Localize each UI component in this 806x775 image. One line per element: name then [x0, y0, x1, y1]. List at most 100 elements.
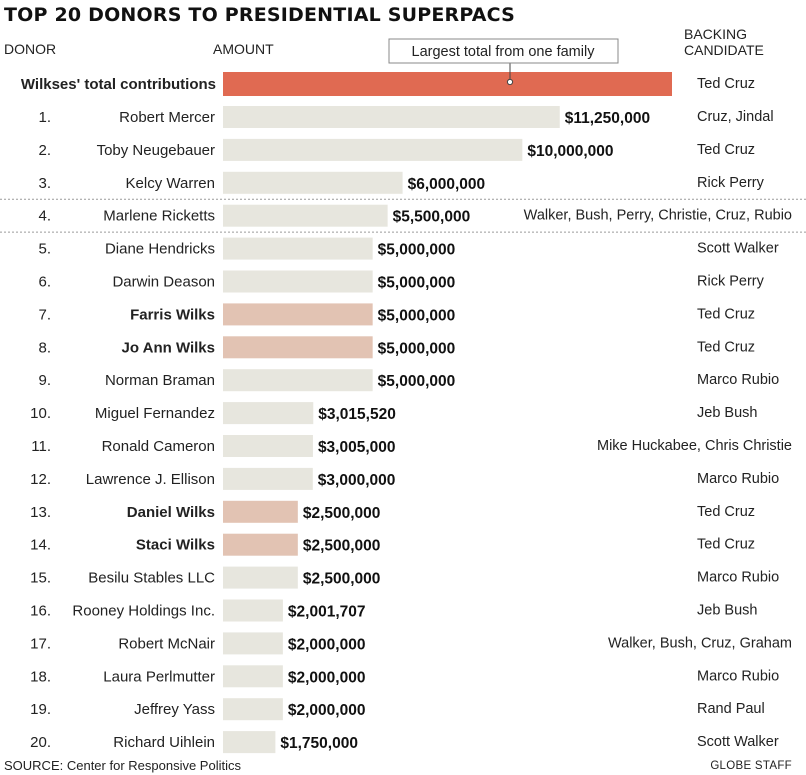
candidate-label: Jeb Bush: [697, 603, 757, 619]
amount-label: $5,000,000: [378, 373, 456, 390]
candidate-label: Rick Perry: [697, 274, 765, 290]
candidate-label: Cruz, Jindal: [697, 109, 774, 125]
annotation-box: [388, 38, 619, 64]
source-note: SOURCE: Center for Responsive Politics: [4, 758, 241, 773]
amount-label: $5,000,000: [378, 340, 456, 357]
bar: [223, 138, 523, 161]
family-total-label: Wilkses' total contributions: [21, 76, 216, 93]
candidate-label: Ted Cruz: [697, 504, 755, 520]
amount-label: $5,000,000: [378, 307, 456, 324]
bar: [223, 698, 283, 721]
amount-label: $2,500,000: [303, 538, 381, 555]
candidate-label: Marco Rubio: [697, 668, 779, 684]
donor-label: Robert McNair: [118, 635, 215, 652]
bar: [223, 632, 283, 655]
rank-label: 12.: [30, 471, 51, 488]
amount-label: $5,500,000: [393, 209, 471, 226]
rank-label: 19.: [30, 701, 51, 718]
donor-label: Laura Perlmutter: [103, 668, 215, 685]
bar: [223, 402, 314, 425]
candidate-label: Marco Rubio: [697, 471, 779, 487]
rank-label: 3.: [38, 175, 51, 192]
donor-label: Robert Mercer: [119, 109, 215, 126]
bar: [223, 599, 283, 622]
candidate-label: Ted Cruz: [697, 339, 755, 355]
amount-label: $10,000,000: [527, 143, 613, 160]
candidate-label: Mike Huckabee, Chris Christie: [597, 438, 792, 454]
donor-label: Lawrence J. Ellison: [86, 471, 215, 488]
amount-label: $11,250,000: [565, 110, 650, 127]
amount-label: $1,750,000: [280, 735, 358, 752]
candidate-column-header-line1: BACKING: [684, 26, 748, 42]
candidate-label: Walker, Bush, Cruz, Graham: [608, 635, 792, 651]
staff-credit: GLOBE STAFF: [710, 760, 792, 772]
bar: [223, 303, 373, 326]
bar: [223, 467, 313, 490]
candidate-label: Ted Cruz: [697, 306, 755, 322]
rank-label: 4.: [38, 208, 51, 225]
amount-label: $5,000,000: [378, 275, 456, 292]
rank-label: 9.: [38, 372, 51, 389]
candidate-label: Rand Paul: [697, 701, 765, 717]
annotation-text: Largest total from one family: [412, 44, 596, 60]
amount-label: $6,000,000: [408, 176, 486, 193]
rank-label: 6.: [38, 274, 51, 291]
donor-label: Diane Hendricks: [105, 241, 215, 258]
donor-label: Marlene Ricketts: [103, 208, 215, 225]
donor-label: Staci Wilks: [136, 537, 215, 554]
candidate-label: Ted Cruz: [697, 142, 755, 158]
chart-title: TOP 20 DONORS TO PRESIDENTIAL SUPERPACS: [4, 4, 516, 26]
bar: [223, 369, 373, 392]
amount-label: $5,000,000: [378, 242, 456, 259]
bar: [223, 731, 276, 754]
candidate-label: Walker, Bush, Perry, Christie, Cruz, Rub…: [524, 208, 792, 224]
rank-label: 7.: [38, 306, 51, 323]
amount-label: $2,500,000: [303, 505, 381, 522]
annotation-dot: [506, 78, 514, 86]
bar: [223, 237, 373, 260]
candidate-label: Marco Rubio: [697, 570, 779, 586]
donor-label: Farris Wilks: [130, 306, 215, 323]
bar: [223, 665, 283, 688]
donor-column-header: DONOR: [4, 41, 57, 57]
donor-label: Rooney Holdings Inc.: [72, 603, 215, 620]
family-total-candidate: Ted Cruz: [697, 76, 755, 92]
rank-label: 11.: [31, 438, 51, 455]
bar: [223, 270, 373, 293]
donor-label: Darwin Deason: [112, 274, 215, 291]
donor-label: Jeffrey Yass: [134, 701, 215, 718]
candidate-label: Ted Cruz: [697, 537, 755, 553]
bar: [223, 204, 388, 227]
donor-label: Norman Braman: [105, 372, 215, 389]
bar: [223, 533, 298, 556]
donor-label: Besilu Stables LLC: [88, 570, 215, 587]
bar: [223, 106, 560, 128]
rank-label: 15.: [30, 570, 51, 587]
amount-label: $3,015,520: [318, 406, 396, 423]
rank-label: 16.: [30, 603, 51, 620]
donor-label: Jo Ann Wilks: [122, 339, 216, 356]
candidate-label: Rick Perry: [697, 175, 765, 191]
amount-label: $2,500,000: [303, 571, 381, 588]
amount-column-header: AMOUNT: [213, 41, 274, 57]
candidate-label: Scott Walker: [697, 734, 779, 750]
bar: [223, 336, 373, 359]
amount-label: $2,001,707: [288, 604, 366, 621]
rank-label: 5.: [38, 241, 51, 258]
candidate-column-header-line2: CANDIDATE: [684, 42, 764, 58]
rank-label: 8.: [38, 339, 51, 356]
donor-label: Miguel Fernandez: [95, 405, 215, 422]
rank-label: 13.: [30, 504, 51, 521]
candidate-label: Jeb Bush: [697, 405, 757, 421]
donor-label: Daniel Wilks: [127, 504, 215, 521]
bar: [223, 566, 298, 589]
amount-label: $3,005,000: [318, 439, 396, 456]
rank-label: 17.: [30, 635, 51, 652]
bar: [223, 171, 403, 194]
amount-label: $2,000,000: [288, 702, 366, 719]
rank-label: 2.: [38, 142, 51, 159]
donor-label: Ronald Cameron: [102, 438, 215, 455]
bar: [223, 435, 313, 457]
amount-label: $3,000,000: [318, 472, 396, 489]
amount-label: $2,000,000: [288, 669, 366, 686]
